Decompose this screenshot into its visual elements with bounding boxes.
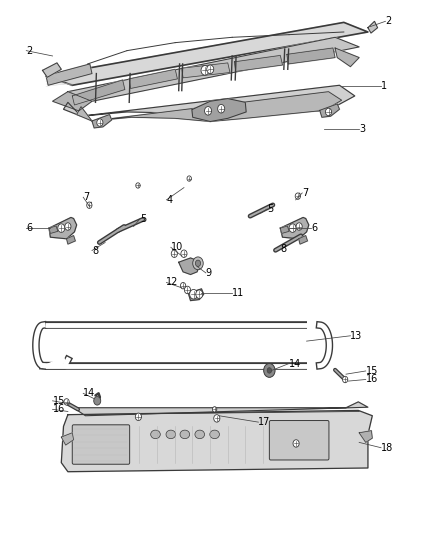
Circle shape (181, 250, 187, 257)
Polygon shape (129, 69, 177, 88)
Text: 15: 15 (53, 396, 65, 406)
Circle shape (193, 257, 203, 270)
Text: 6: 6 (311, 223, 317, 233)
Polygon shape (179, 258, 199, 274)
Text: 11: 11 (232, 288, 244, 298)
Text: 6: 6 (26, 223, 32, 233)
Circle shape (293, 440, 299, 447)
Polygon shape (72, 80, 125, 105)
Polygon shape (188, 289, 204, 301)
Circle shape (195, 260, 201, 266)
Circle shape (289, 224, 296, 232)
FancyBboxPatch shape (269, 421, 329, 460)
Polygon shape (42, 63, 61, 77)
Circle shape (180, 282, 186, 289)
Ellipse shape (151, 430, 160, 439)
Text: 8: 8 (280, 245, 286, 254)
Text: 5: 5 (140, 214, 146, 223)
Circle shape (58, 224, 65, 232)
Text: 16: 16 (366, 375, 378, 384)
Circle shape (65, 223, 71, 230)
Circle shape (87, 202, 92, 208)
Ellipse shape (210, 430, 219, 439)
Circle shape (295, 193, 300, 199)
Polygon shape (64, 85, 355, 116)
Text: 5: 5 (267, 204, 273, 214)
Circle shape (296, 223, 302, 230)
Text: 17: 17 (258, 417, 271, 427)
Circle shape (184, 286, 191, 294)
Circle shape (214, 415, 220, 422)
Ellipse shape (166, 430, 176, 439)
Polygon shape (368, 21, 378, 33)
Circle shape (207, 65, 214, 74)
Circle shape (136, 183, 140, 188)
Text: 7: 7 (302, 188, 308, 198)
Text: 14: 14 (83, 389, 95, 398)
Circle shape (97, 119, 103, 126)
Circle shape (135, 413, 141, 421)
Polygon shape (359, 431, 372, 442)
Circle shape (64, 399, 69, 405)
Circle shape (171, 250, 177, 257)
Polygon shape (234, 55, 283, 71)
Ellipse shape (195, 430, 205, 439)
Circle shape (205, 107, 212, 115)
Polygon shape (192, 99, 246, 122)
Circle shape (196, 290, 203, 298)
Circle shape (264, 364, 275, 377)
Circle shape (187, 176, 191, 181)
Polygon shape (280, 226, 289, 233)
Polygon shape (49, 226, 58, 233)
Polygon shape (49, 217, 77, 239)
Circle shape (343, 376, 348, 383)
Polygon shape (46, 64, 92, 85)
Polygon shape (287, 48, 335, 64)
Circle shape (325, 108, 332, 116)
Polygon shape (43, 357, 65, 366)
Polygon shape (182, 63, 230, 78)
Circle shape (218, 104, 225, 113)
Text: 7: 7 (83, 192, 89, 202)
Text: 1: 1 (381, 82, 387, 91)
Polygon shape (61, 433, 74, 445)
Circle shape (267, 368, 272, 373)
Polygon shape (299, 236, 307, 244)
Polygon shape (53, 92, 92, 111)
Text: 9: 9 (206, 268, 212, 278)
Text: 16: 16 (53, 405, 65, 414)
Polygon shape (68, 37, 359, 101)
Polygon shape (77, 92, 342, 122)
Text: 10: 10 (171, 243, 183, 252)
Circle shape (201, 66, 209, 75)
Text: 13: 13 (350, 331, 363, 341)
Polygon shape (67, 236, 75, 244)
Circle shape (212, 407, 217, 412)
Ellipse shape (180, 430, 190, 439)
Circle shape (94, 397, 101, 405)
Text: 8: 8 (92, 246, 98, 255)
Polygon shape (46, 22, 368, 85)
Polygon shape (61, 410, 372, 472)
Text: 15: 15 (366, 366, 378, 376)
Text: 4: 4 (166, 195, 173, 205)
Polygon shape (335, 48, 359, 67)
Text: 14: 14 (289, 359, 301, 368)
Text: 12: 12 (166, 278, 179, 287)
Polygon shape (320, 104, 339, 117)
Text: 2: 2 (26, 46, 32, 55)
Text: 2: 2 (385, 17, 392, 26)
Polygon shape (74, 402, 368, 416)
Polygon shape (92, 115, 112, 128)
Circle shape (190, 289, 198, 299)
Text: 18: 18 (381, 443, 393, 453)
Text: 3: 3 (359, 124, 365, 134)
FancyBboxPatch shape (72, 425, 130, 464)
Polygon shape (280, 217, 309, 239)
